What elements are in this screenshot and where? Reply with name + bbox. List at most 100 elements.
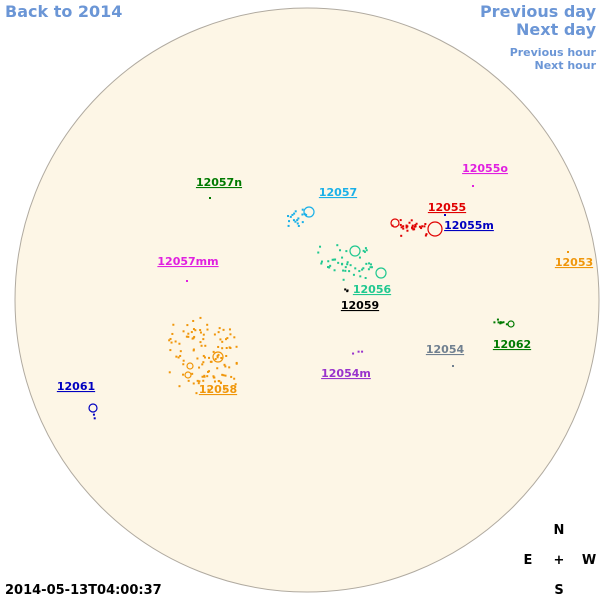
spot [202, 333, 205, 336]
spot [177, 356, 180, 359]
spot [182, 373, 185, 376]
spot [320, 262, 323, 265]
spot [444, 214, 446, 216]
compass-north: N [554, 523, 565, 538]
spot [500, 321, 503, 324]
spot [218, 327, 221, 330]
spot-ring [184, 371, 192, 379]
spot [93, 417, 96, 420]
spot [217, 345, 220, 348]
spot [370, 266, 373, 269]
spot [186, 280, 188, 282]
spot [357, 350, 360, 353]
prev-day-link[interactable]: Previous day [480, 2, 597, 21]
spot [364, 247, 367, 250]
spot [425, 233, 428, 236]
spot [296, 219, 299, 222]
spot [235, 345, 238, 348]
spot [472, 185, 474, 187]
spot [499, 322, 502, 325]
spot [334, 258, 337, 261]
spot [364, 277, 367, 280]
next-day-link[interactable]: Next day [516, 20, 597, 39]
spot [328, 266, 331, 269]
spot [452, 365, 454, 367]
spot [399, 219, 402, 222]
spot [224, 365, 227, 368]
spot [212, 375, 215, 378]
spot [367, 268, 370, 271]
spot [204, 344, 207, 347]
spot [219, 381, 222, 384]
back-link[interactable]: Back to 2014 [5, 2, 122, 21]
spot [423, 225, 426, 228]
spot [408, 221, 411, 224]
spot [202, 361, 205, 364]
region: 12059 [341, 288, 379, 312]
spot [182, 330, 185, 333]
spot [301, 208, 304, 211]
spot [199, 331, 202, 334]
spot [368, 262, 371, 265]
spot [222, 328, 225, 331]
spot [192, 328, 195, 331]
spot [220, 356, 223, 359]
spot [212, 376, 215, 379]
spot [206, 375, 209, 378]
spot [320, 260, 323, 263]
spot [199, 329, 202, 332]
solar-disk [14, 7, 600, 593]
spot [169, 337, 172, 340]
spot [207, 370, 210, 373]
spot [402, 225, 405, 228]
spot [411, 227, 414, 230]
region-label: 12055o [462, 162, 508, 175]
spot [346, 263, 349, 266]
region-label: 12059 [341, 299, 379, 312]
spot [209, 197, 211, 199]
spot [331, 258, 334, 261]
spot [406, 229, 409, 232]
spot [193, 335, 196, 338]
spot [418, 225, 421, 228]
prev-hour-link[interactable]: Previous hour [510, 46, 597, 59]
next-hour-link[interactable]: Next hour [535, 59, 597, 72]
spot [92, 413, 95, 416]
spot [346, 290, 349, 293]
spot [218, 380, 221, 383]
spot [196, 379, 199, 382]
region-label: 12062 [493, 338, 531, 351]
spot [329, 264, 332, 267]
spot [209, 360, 212, 363]
spot [219, 338, 222, 341]
region-label: 12057mm [157, 255, 218, 268]
region: 12056 [317, 244, 391, 296]
spot [354, 267, 357, 270]
spot [339, 249, 342, 252]
spot [217, 353, 220, 356]
region: 12058 [168, 316, 238, 396]
spot [199, 316, 202, 319]
spot [361, 268, 364, 271]
spot [197, 382, 200, 385]
spot [413, 228, 416, 231]
spot [190, 331, 193, 334]
spot-ring [88, 403, 98, 413]
spot [195, 392, 198, 395]
spot [187, 379, 190, 382]
spot [213, 333, 216, 336]
spot [202, 338, 205, 341]
spot [224, 374, 227, 377]
spot [344, 266, 347, 269]
spot [342, 278, 345, 281]
spot [410, 219, 413, 222]
spot [187, 335, 190, 338]
spot [201, 363, 204, 366]
spot [358, 270, 361, 273]
spot-ring [212, 351, 224, 363]
spot [202, 379, 205, 382]
spot [349, 264, 352, 267]
spot [301, 213, 304, 216]
spot [168, 371, 171, 374]
